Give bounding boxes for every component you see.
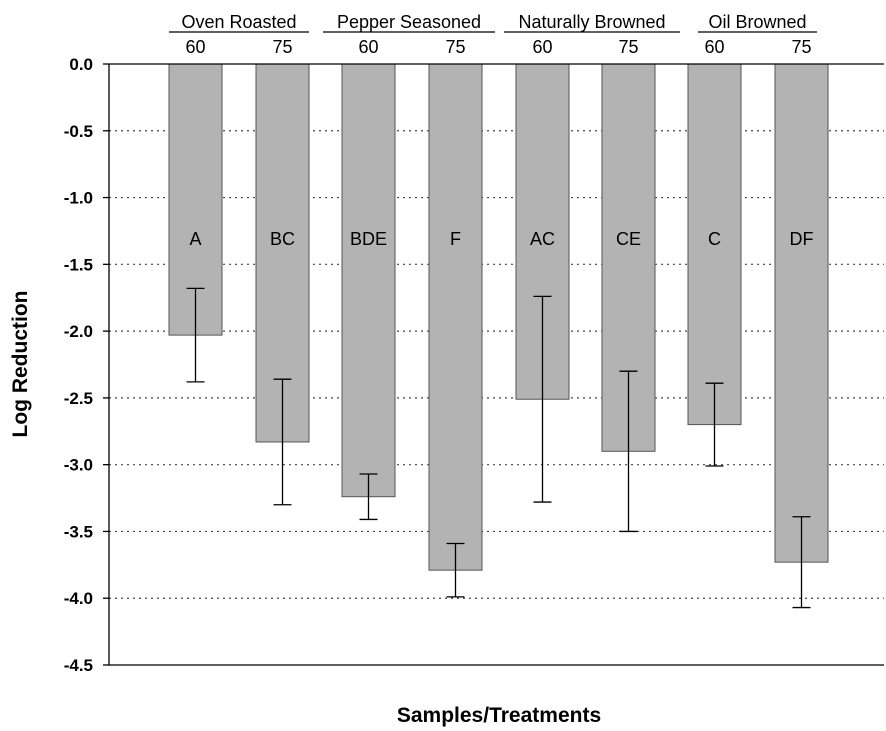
significance-letter: BC xyxy=(270,229,295,249)
y-tick-label: -1.0 xyxy=(64,189,93,208)
significance-letter: CE xyxy=(616,229,641,249)
y-axis-title: Log Reduction xyxy=(9,291,32,438)
bar xyxy=(428,63,483,571)
temperature-label: 60 xyxy=(358,37,378,57)
group-label: Oil Browned xyxy=(708,12,806,32)
significance-letter: BDE xyxy=(350,229,387,249)
y-tick-label: -3.0 xyxy=(64,456,93,475)
group-label: Naturally Browned xyxy=(518,12,665,32)
significance-letter: A xyxy=(189,229,201,249)
y-tick-label: -2.0 xyxy=(64,322,93,341)
bars: A BC BDE F AC CE C DF xyxy=(168,63,829,609)
significance-letter: C xyxy=(708,229,721,249)
significance-letter: DF xyxy=(790,229,814,249)
significance-letter: AC xyxy=(530,229,555,249)
temperature-label: 75 xyxy=(445,37,465,57)
axes xyxy=(108,63,884,666)
group-label: Oven Roasted xyxy=(181,12,296,32)
bar xyxy=(341,63,396,498)
significance-letter: F xyxy=(450,229,461,249)
temperature-label: 75 xyxy=(791,37,811,57)
temperature-label: 60 xyxy=(704,37,724,57)
temperature-label: 75 xyxy=(618,37,638,57)
y-tick-label: 0.0 xyxy=(69,55,93,74)
y-tick-label: -3.5 xyxy=(64,522,93,541)
grid-lines xyxy=(109,130,884,599)
y-tick-label: -4.0 xyxy=(64,589,93,608)
temperature-label: 75 xyxy=(272,37,292,57)
y-tick-label: -0.5 xyxy=(64,122,93,141)
y-tick-label: -1.5 xyxy=(64,255,93,274)
y-tick-label: -4.5 xyxy=(64,656,93,675)
temperature-label: 60 xyxy=(185,37,205,57)
x-axis-title: Samples/Treatments xyxy=(397,704,601,727)
bar xyxy=(687,63,742,426)
temperature-label: 60 xyxy=(532,37,552,57)
category-header: Oven Roasted Pepper Seasoned Naturally Bro… xyxy=(169,12,817,57)
bar xyxy=(774,63,829,563)
y-tick-label: -2.5 xyxy=(64,389,93,408)
y-ticks: 0.0 -0.5 -1.0 -1.5 -2.0 -2.5 -3.0 -3.5 -4.0 -4.5 xyxy=(64,55,109,675)
group-label: Pepper Seasoned xyxy=(337,12,481,32)
